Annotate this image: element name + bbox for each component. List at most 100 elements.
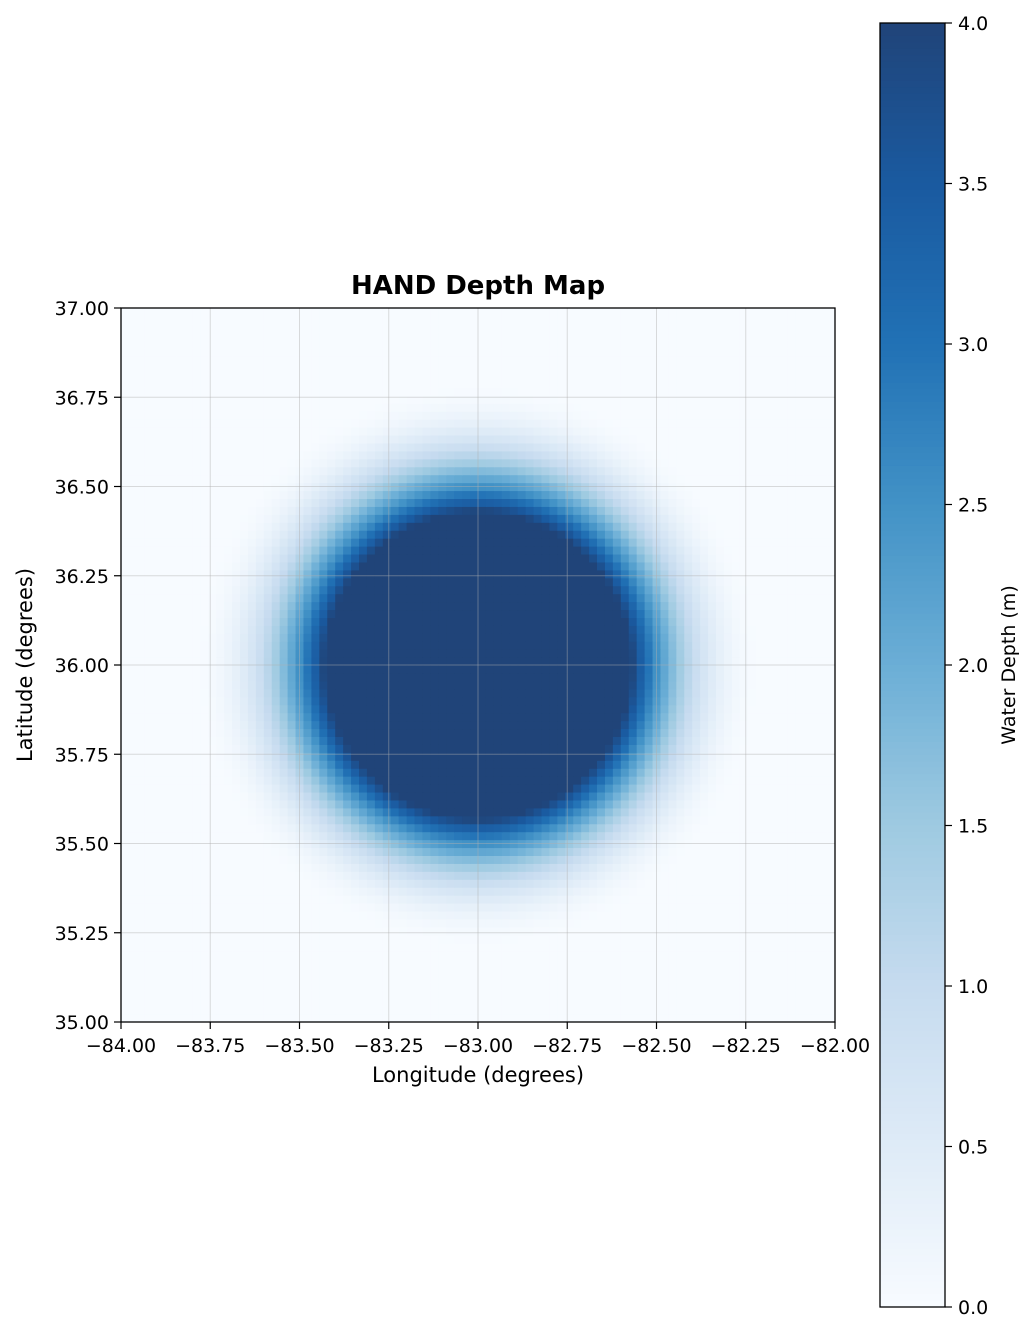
heatmap-cell — [319, 585, 328, 595]
heatmap-cell — [485, 1014, 495, 1023]
heatmap-cell — [478, 736, 487, 745]
heatmap-cell — [660, 847, 669, 856]
heatmap-cell — [581, 665, 590, 674]
heatmap-cell — [470, 768, 479, 777]
heatmap-cell — [311, 665, 320, 674]
heatmap-cell — [692, 688, 701, 698]
heatmap-cell — [747, 799, 757, 809]
heatmap-cell — [787, 791, 796, 801]
heatmap-cell — [414, 998, 424, 1007]
heatmap-cell — [739, 712, 749, 722]
heatmap-cell — [708, 815, 717, 825]
heatmap-cell — [200, 799, 209, 809]
heatmap-cell — [359, 966, 368, 975]
heatmap-cell — [176, 966, 186, 975]
heatmap-cell — [787, 926, 796, 936]
heatmap-cell — [295, 672, 305, 682]
heatmap-cell — [200, 657, 209, 666]
heatmap-cell — [509, 799, 519, 809]
heatmap-cell — [692, 601, 701, 611]
heatmap-cell — [581, 918, 590, 928]
heatmap-cell — [335, 887, 344, 896]
heatmap-cell — [382, 680, 392, 690]
heatmap-cell — [160, 577, 170, 587]
heatmap-cell — [589, 665, 598, 674]
heatmap-cell — [303, 895, 312, 904]
heatmap-cell — [470, 728, 479, 737]
heatmap-cell — [247, 934, 257, 944]
heatmap-cell — [811, 807, 820, 817]
heatmap-cell — [644, 649, 654, 658]
heatmap-cell — [446, 752, 455, 761]
heatmap-cell — [271, 879, 281, 888]
heatmap-cell — [684, 665, 693, 674]
heatmap-cell — [351, 863, 360, 872]
heatmap-cell — [644, 863, 654, 872]
heatmap-cell — [398, 688, 408, 698]
heatmap-cell — [787, 903, 796, 912]
heatmap-cell — [478, 625, 487, 634]
heatmap-cell — [319, 831, 328, 841]
heatmap-cell — [303, 736, 312, 745]
heatmap-cell — [438, 990, 447, 999]
heatmap-cell — [216, 823, 225, 833]
heatmap-cell — [152, 918, 162, 928]
heatmap-cell — [430, 926, 439, 936]
heatmap-cell — [573, 672, 582, 682]
heatmap-cell — [343, 839, 352, 849]
heatmap-cell — [478, 760, 487, 769]
heatmap-cell — [255, 942, 265, 952]
heatmap-cell — [525, 974, 535, 983]
heatmap-cell — [787, 760, 796, 769]
heatmap-cell — [374, 998, 384, 1007]
heatmap-cell — [795, 728, 804, 737]
heatmap-cell — [335, 903, 344, 912]
heatmap-cell — [517, 871, 527, 880]
heatmap-cell — [565, 823, 574, 833]
heatmap-cell — [565, 641, 574, 650]
heatmap-cell — [128, 633, 138, 642]
heatmap-cell — [533, 760, 543, 769]
heatmap-cell — [787, 847, 796, 856]
heatmap-cell — [168, 887, 178, 896]
heatmap-cell — [295, 879, 305, 888]
heatmap-cell — [597, 831, 606, 841]
heatmap-cell — [827, 672, 836, 682]
heatmap-cell — [335, 720, 344, 730]
heatmap-cell — [390, 863, 400, 872]
heatmap-cell — [335, 784, 344, 793]
heatmap-cell — [525, 728, 535, 737]
heatmap-cell — [493, 918, 503, 928]
plot-area — [121, 308, 836, 1023]
heatmap-cell — [771, 879, 781, 888]
heatmap-cell — [462, 847, 471, 856]
heatmap-cell — [763, 696, 773, 706]
heatmap-cell — [128, 998, 138, 1007]
heatmap-cell — [644, 855, 654, 864]
heatmap-cell — [295, 934, 305, 944]
heatmap-cell — [779, 720, 788, 730]
heatmap-cell — [271, 784, 281, 793]
heatmap-cell — [604, 958, 614, 968]
heatmap-cell — [382, 815, 392, 825]
heatmap-cell — [819, 760, 828, 769]
heatmap-cell — [620, 720, 630, 730]
heatmap-cell — [184, 784, 193, 793]
heatmap-cell — [327, 863, 336, 872]
heatmap-cell — [359, 696, 368, 706]
heatmap-cell — [200, 990, 209, 999]
heatmap-cell — [319, 633, 328, 642]
heatmap-cell — [604, 728, 614, 737]
heatmap-cell — [470, 895, 479, 904]
heatmap-cell — [533, 903, 543, 912]
heatmap-cell — [509, 863, 519, 872]
heatmap-cell — [819, 672, 828, 682]
heatmap-cell — [414, 680, 424, 690]
heatmap-cell — [549, 744, 558, 753]
heatmap-cell — [374, 910, 384, 920]
heatmap-cell — [716, 633, 725, 642]
heatmap-cell — [446, 903, 455, 912]
heatmap-cell — [438, 641, 447, 650]
heatmap-cell — [351, 641, 360, 650]
heatmap-cell — [470, 990, 479, 999]
